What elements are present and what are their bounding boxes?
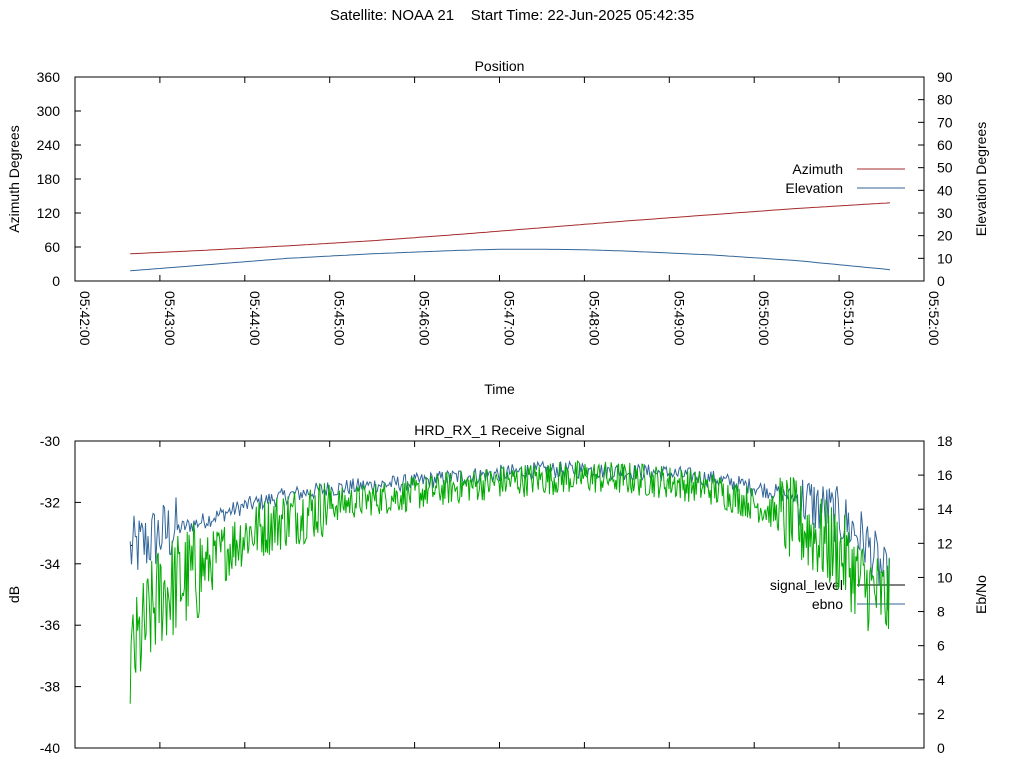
y2-axis-label: Eb/No bbox=[973, 575, 989, 614]
series-line-Azimuth bbox=[130, 202, 891, 255]
y-tick-label: 300 bbox=[37, 103, 61, 119]
x-tick-label: 05:47:00 bbox=[502, 291, 518, 346]
series-line-signal-level-trace bbox=[129, 460, 890, 704]
x-tick-label: 05:45:00 bbox=[332, 291, 348, 346]
x-tick-label: 05:43:00 bbox=[162, 291, 178, 346]
y2-tick-label: 8 bbox=[937, 604, 945, 620]
y2-tick-label: 6 bbox=[937, 638, 945, 654]
x-tick-label: 05:44:00 bbox=[247, 291, 263, 346]
y-axis-label: Azimuth Degrees bbox=[6, 125, 22, 232]
y2-tick-label: 0 bbox=[937, 740, 945, 756]
x-tick-label: 05:46:00 bbox=[417, 291, 433, 346]
legend-label: signal_level bbox=[770, 577, 843, 593]
y2-tick-label: 80 bbox=[937, 92, 953, 108]
y-axis-label: dB bbox=[6, 586, 22, 603]
series-line-ebno bbox=[129, 460, 890, 611]
y-tick-label: 0 bbox=[52, 273, 60, 289]
y2-tick-label: 30 bbox=[937, 205, 953, 221]
x-axis-label: Time bbox=[484, 381, 515, 397]
y-tick-label: 180 bbox=[37, 171, 61, 187]
y-tick-label: 360 bbox=[37, 69, 61, 85]
x-tick-label: 05:42:00 bbox=[77, 291, 93, 346]
y-tick-label: -36 bbox=[40, 617, 60, 633]
y2-tick-label: 70 bbox=[937, 114, 953, 130]
chart-title: HRD_RX_1 Receive Signal bbox=[414, 422, 584, 438]
y2-tick-label: 14 bbox=[937, 501, 953, 517]
y-tick-label: 120 bbox=[37, 205, 61, 221]
y-tick-label: 240 bbox=[37, 137, 61, 153]
x-tick-label: 05:51:00 bbox=[841, 291, 857, 346]
legend-label: ebno bbox=[812, 596, 843, 612]
x-tick-label: 05:48:00 bbox=[586, 291, 602, 346]
y2-tick-label: 16 bbox=[937, 467, 953, 483]
legend-label: Azimuth bbox=[792, 161, 843, 177]
x-tick-label: 05:52:00 bbox=[926, 291, 942, 346]
y2-tick-label: 12 bbox=[937, 535, 953, 551]
page-title: Satellite: NOAA 21 Start Time: 22-Jun-20… bbox=[329, 7, 695, 24]
y-tick-label: -38 bbox=[40, 679, 60, 695]
x-tick-label: 05:50:00 bbox=[756, 291, 772, 346]
y-tick-label: -40 bbox=[40, 740, 60, 756]
y2-tick-label: 4 bbox=[937, 672, 945, 688]
y-tick-label: -30 bbox=[40, 433, 60, 449]
y-tick-label: -34 bbox=[40, 556, 60, 572]
y2-tick-label: 18 bbox=[937, 433, 953, 449]
y2-tick-label: 90 bbox=[937, 69, 953, 85]
x-tick-label: 05:49:00 bbox=[671, 291, 687, 346]
y2-tick-label: 0 bbox=[937, 273, 945, 289]
y2-tick-label: 20 bbox=[937, 228, 953, 244]
y2-tick-label: 50 bbox=[937, 160, 953, 176]
series-line-Elevation bbox=[130, 248, 891, 272]
y-tick-label: 60 bbox=[44, 239, 60, 255]
y2-tick-label: 2 bbox=[937, 706, 945, 722]
y2-tick-label: 10 bbox=[937, 569, 953, 585]
chart-title: Position bbox=[475, 58, 525, 74]
y2-tick-label: 10 bbox=[937, 250, 953, 266]
y-tick-label: -32 bbox=[40, 494, 60, 510]
y2-axis-label: Elevation Degrees bbox=[973, 122, 989, 236]
legend-label: Elevation bbox=[785, 180, 843, 196]
y2-tick-label: 60 bbox=[937, 137, 953, 153]
y2-tick-label: 40 bbox=[937, 182, 953, 198]
